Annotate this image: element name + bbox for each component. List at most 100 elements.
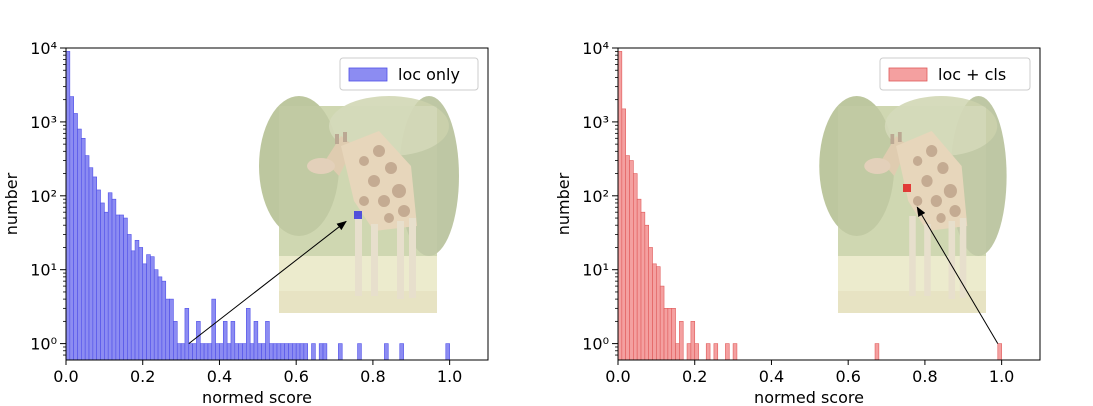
histogram-bar [659,285,665,361]
giraffe-photo-inset [259,96,459,313]
legend-box [879,57,1031,91]
histogram-bar [648,247,653,361]
y-tick-label: 10² [30,187,57,206]
histogram-bar [667,308,673,361]
histogram-bar [211,298,216,361]
histogram-bar [219,343,224,361]
histogram-bar [694,343,699,361]
axes-frame [65,47,489,361]
x-tick-label: 1.0 [989,367,1014,386]
x-tick-label: 1.0 [437,367,462,386]
x-axis-ticks: 0.0 0.2 0.4 0.6 0.8 1.0 [605,360,1014,386]
histogram-bar [100,202,105,361]
legend: loc only [339,57,479,91]
histogram-bar [153,269,159,361]
y-axis-label: number [2,172,21,235]
histogram-bar [134,239,140,361]
histogram-bar [640,211,646,361]
histogram-bar [625,155,630,361]
histogram-bar [253,321,259,361]
histogram-bar [644,224,649,361]
histogram-bar [115,214,121,361]
histogram-bar [123,217,128,361]
histogram-bar [705,343,711,361]
x-axis-label: normed score [754,388,864,406]
histogram-bar [246,308,251,361]
histogram-bar [77,128,82,361]
legend-swatch [348,67,388,82]
histogram-bar [180,343,186,361]
histogram-bar [127,234,132,361]
histogram-bar [322,343,328,361]
histogram-bar [92,176,97,361]
legend-label: loc only [398,65,460,84]
histogram-bar [652,263,657,361]
y-tick-label: 10⁴ [30,39,57,58]
y-tick-label: 10¹ [30,261,57,280]
histogram-bars [65,51,450,361]
histogram-bar [150,256,155,361]
histogram-bar [311,343,316,361]
histogram-bar [713,343,719,361]
histogram-bar [272,343,278,361]
x-axis-label: normed score [202,388,312,406]
annotation-arrow [188,220,347,344]
histogram-bar [242,343,247,361]
histogram-bar [621,108,626,361]
histogram-bar [399,343,404,361]
histogram-bar [138,247,144,361]
histogram-bar [675,343,680,361]
histogram-bar [445,343,450,361]
x-tick-label: 0.8 [912,367,937,386]
image-fade-overlay [279,106,437,313]
x-tick-label: 0.0 [53,367,78,386]
histogram-bar [292,343,297,361]
histogram-bar [188,343,193,361]
legend-label: loc + cls [938,65,1006,84]
x-tick-label: 0.4 [207,367,232,386]
histogram-bar [161,280,167,361]
y-tick-label: 10¹ [582,261,609,280]
histogram-bar [104,211,109,361]
histogram-bar [192,343,197,361]
histogram-bar [215,343,220,361]
histogram-bar [679,321,684,361]
histogram-bar [874,343,880,361]
histogram-bar [230,321,236,361]
histogram-bar [157,276,163,361]
histogram-bar [690,321,696,361]
y-axis-ticks: 10⁰ 10¹ 10² 10³ 10⁴ [30,39,66,356]
y-tick-label: 10⁰ [30,335,57,354]
histogram-bar [169,298,174,361]
histogram-bar [111,198,117,361]
legend: loc + cls [879,57,1031,91]
histogram-bar [299,343,305,361]
histogram-bar [269,343,274,361]
histogram-bar [238,343,243,361]
highlight-marker [903,184,911,192]
histogram-bar [288,343,293,361]
histogram-bar [65,51,71,361]
histogram-bar [226,343,232,361]
histogram-bar [73,113,78,361]
histogram-bar [671,308,676,361]
histogram-bar [69,96,74,361]
histogram-bar [199,343,205,361]
histogram-bar [196,321,201,361]
highlight-marker [354,211,362,219]
histogram-bar [184,308,190,361]
histogram-bar [249,343,255,361]
x-tick-label: 0.0 [605,367,630,386]
histogram-bar [261,343,266,361]
histogram-bar [357,343,362,361]
histogram-bar [88,167,94,361]
histogram-bar [165,298,170,361]
x-tick-label: 0.8 [360,367,385,386]
histogram-bar [257,343,262,361]
histogram-bar [207,343,213,361]
histogram-bar [725,343,730,361]
histogram-bar [222,321,228,361]
histogram-bar [142,263,147,361]
y-axis-ticks: 10⁰ 10¹ 10² 10³ 10⁴ [582,39,618,356]
x-tick-label: 0.4 [759,367,784,386]
